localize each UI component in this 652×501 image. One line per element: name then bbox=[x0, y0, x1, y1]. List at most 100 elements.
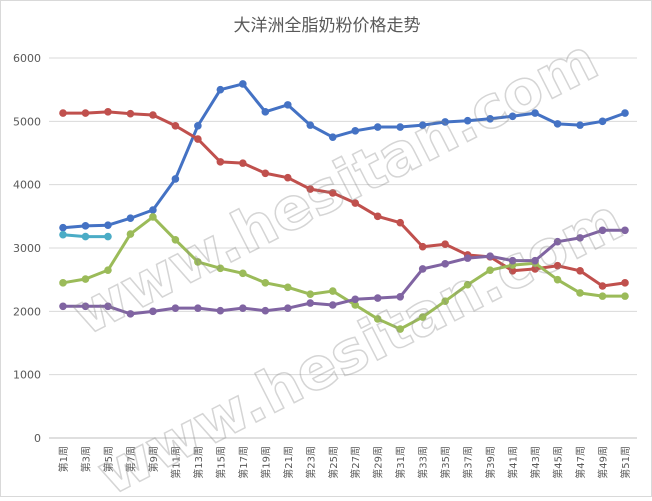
data-point bbox=[396, 325, 405, 333]
data-point bbox=[441, 297, 449, 306]
data-point bbox=[81, 222, 90, 230]
data-point bbox=[104, 108, 112, 116]
x-tick-label: 第51周 bbox=[619, 446, 632, 479]
data-point bbox=[126, 230, 135, 238]
data-point bbox=[351, 295, 360, 304]
data-point bbox=[351, 301, 360, 309]
y-tick-label: 4000 bbox=[13, 179, 41, 192]
data-point bbox=[194, 135, 202, 143]
x-tick-label: 第49周 bbox=[597, 446, 610, 479]
data-point bbox=[418, 242, 427, 251]
data-point bbox=[149, 111, 157, 119]
y-tick-label: 1000 bbox=[13, 369, 41, 382]
x-tick-label: 第29周 bbox=[372, 446, 385, 479]
data-point bbox=[59, 230, 67, 239]
data-point bbox=[284, 173, 292, 182]
data-point bbox=[81, 302, 90, 311]
data-point bbox=[171, 304, 180, 312]
data-point bbox=[531, 109, 539, 117]
data-point bbox=[306, 290, 315, 299]
data-point bbox=[373, 315, 382, 323]
data-point bbox=[576, 121, 584, 129]
x-tick-label: 第39周 bbox=[484, 446, 497, 479]
y-tick-label: 2000 bbox=[13, 305, 41, 318]
data-point bbox=[621, 279, 629, 287]
data-point bbox=[396, 292, 405, 301]
data-point bbox=[328, 133, 337, 141]
data-point bbox=[59, 279, 67, 287]
data-point bbox=[216, 85, 225, 94]
data-point bbox=[373, 123, 382, 131]
data-point bbox=[171, 235, 180, 244]
data-point bbox=[576, 234, 584, 242]
data-point bbox=[441, 260, 449, 268]
data-point bbox=[149, 206, 157, 214]
data-point bbox=[351, 127, 360, 135]
data-point bbox=[104, 266, 112, 274]
data-point bbox=[486, 115, 494, 123]
y-tick-label: 0 bbox=[34, 432, 41, 445]
data-point bbox=[104, 302, 112, 311]
data-point bbox=[126, 109, 135, 118]
data-point bbox=[216, 306, 225, 315]
data-point bbox=[373, 212, 382, 221]
y-tick-label: 3000 bbox=[13, 242, 41, 255]
x-tick-label: 第1周 bbox=[57, 446, 70, 472]
data-point bbox=[239, 80, 247, 88]
x-tick-label: 第5周 bbox=[102, 446, 115, 472]
data-point bbox=[149, 213, 157, 221]
data-point bbox=[373, 294, 382, 302]
data-point bbox=[598, 292, 607, 300]
data-point bbox=[261, 169, 270, 178]
data-point bbox=[284, 304, 292, 312]
data-point bbox=[104, 232, 112, 241]
data-point bbox=[306, 121, 315, 129]
x-tick-label: 第13周 bbox=[192, 446, 205, 479]
data-point bbox=[463, 116, 472, 125]
data-point bbox=[418, 265, 427, 273]
data-point bbox=[441, 118, 449, 126]
data-point bbox=[194, 304, 202, 312]
data-point bbox=[149, 307, 157, 316]
y-tick-label: 6000 bbox=[13, 52, 41, 65]
data-point bbox=[328, 189, 337, 197]
x-tick-label: 第43周 bbox=[529, 446, 542, 479]
data-point bbox=[441, 240, 449, 248]
data-point bbox=[553, 237, 562, 246]
data-point bbox=[261, 279, 270, 287]
data-point bbox=[59, 109, 67, 117]
x-tick-label: 第7周 bbox=[124, 446, 137, 472]
data-point bbox=[284, 283, 292, 292]
data-point bbox=[261, 306, 270, 315]
data-point bbox=[328, 287, 337, 295]
data-point bbox=[239, 269, 247, 278]
x-tick-label: 第21周 bbox=[282, 446, 295, 479]
data-point bbox=[171, 121, 180, 130]
x-tick-label: 第23周 bbox=[304, 446, 317, 479]
data-point bbox=[508, 267, 517, 275]
data-point bbox=[486, 266, 494, 274]
x-tick-label: 第47周 bbox=[574, 446, 587, 479]
data-point bbox=[261, 108, 270, 116]
x-tick-label: 第41周 bbox=[507, 446, 520, 479]
data-point bbox=[126, 310, 135, 318]
data-point bbox=[126, 214, 135, 223]
data-point bbox=[239, 304, 247, 312]
data-point bbox=[598, 226, 607, 235]
data-point bbox=[81, 275, 90, 283]
x-tick-label: 第27周 bbox=[349, 446, 362, 479]
data-point bbox=[576, 267, 584, 275]
data-point bbox=[171, 175, 180, 183]
x-tick-label: 第11周 bbox=[169, 446, 182, 479]
data-point bbox=[463, 280, 472, 289]
x-tick-label: 第3周 bbox=[79, 446, 92, 472]
data-point bbox=[553, 261, 562, 270]
data-point bbox=[598, 117, 607, 126]
data-point bbox=[508, 256, 517, 265]
data-point bbox=[396, 123, 405, 131]
chart-title: 大洋洲全脂奶粉价格走势 bbox=[234, 16, 421, 36]
data-point bbox=[621, 292, 629, 300]
data-point bbox=[576, 289, 584, 297]
